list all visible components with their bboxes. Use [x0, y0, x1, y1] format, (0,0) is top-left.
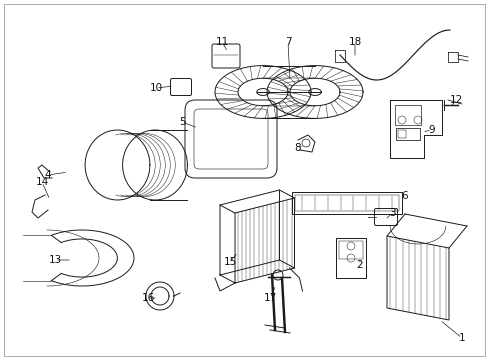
Text: 2: 2 [356, 260, 363, 270]
Bar [397, 130, 405, 138]
Text: 1: 1 [458, 333, 465, 343]
Text: 10: 10 [149, 83, 162, 93]
Text: 3: 3 [388, 208, 394, 218]
Text: 17: 17 [263, 293, 276, 303]
Text: 18: 18 [347, 37, 361, 47]
Text: 11: 11 [215, 37, 228, 47]
Text: 15: 15 [223, 257, 236, 267]
Bar [294, 195, 398, 211]
Text: 16: 16 [141, 293, 154, 303]
Bar [335, 238, 365, 278]
Text: 14: 14 [35, 177, 48, 187]
Bar [338, 241, 362, 259]
Text: 4: 4 [44, 170, 51, 180]
Bar [291, 192, 401, 214]
Text: 12: 12 [448, 95, 462, 105]
Text: 9: 9 [428, 125, 434, 135]
Text: 6: 6 [401, 191, 407, 201]
Text: 13: 13 [48, 255, 61, 265]
Text: 7: 7 [284, 37, 291, 47]
Bar [395, 128, 419, 140]
Text: 8: 8 [294, 143, 301, 153]
Bar [394, 105, 420, 125]
Text: 5: 5 [178, 117, 185, 127]
